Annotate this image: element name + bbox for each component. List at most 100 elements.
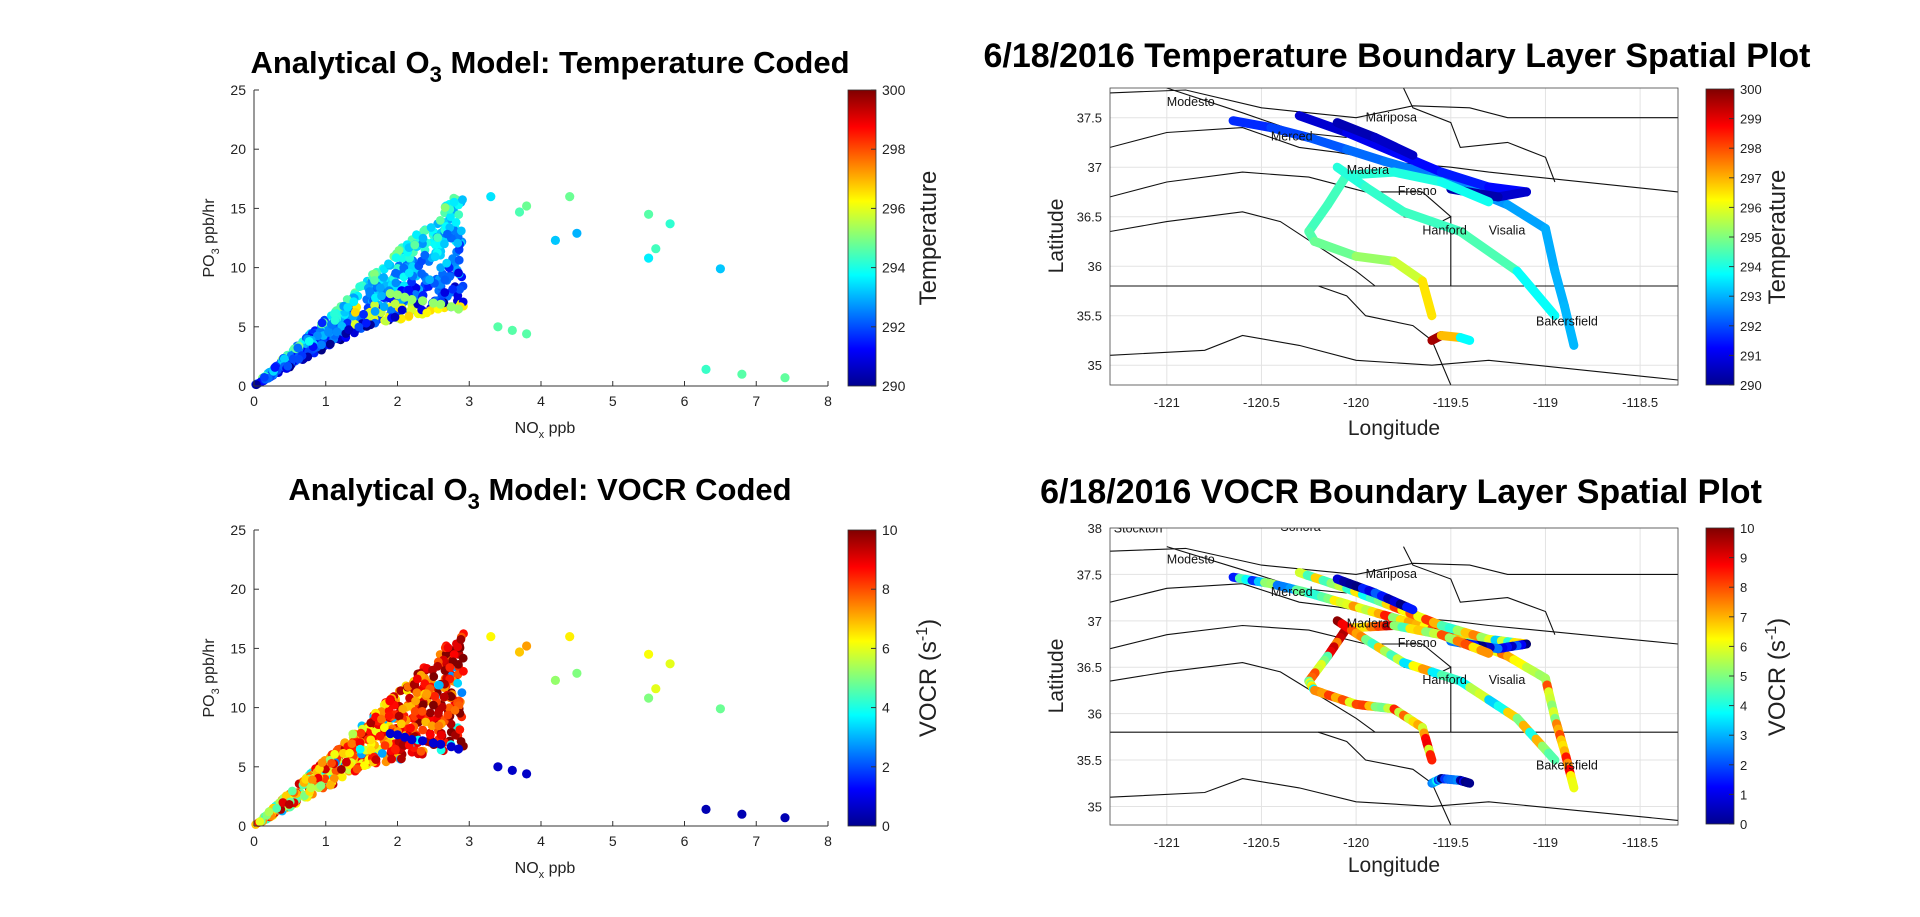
- scatter-point: [365, 287, 374, 296]
- scatter-point: [407, 295, 417, 305]
- y-tick-label: 20: [230, 581, 246, 597]
- flight-track-segment: [1351, 251, 1399, 266]
- scatter-point: [287, 786, 297, 796]
- scatter-point: [450, 705, 460, 715]
- flight-track-segment: [1417, 276, 1437, 321]
- x-tick-label: 3: [465, 833, 473, 849]
- scatter-point: [324, 326, 333, 336]
- map-vocr-colorbar-label: VOCR (s-1): [1763, 618, 1791, 736]
- county-border: [1110, 89, 1678, 119]
- scatter-temp-colorbar: [847, 89, 877, 387]
- scatter-point: [325, 339, 335, 349]
- scatter-point: [436, 299, 446, 309]
- colorbar-tick-label: 4: [1740, 699, 1747, 714]
- scatter-point: [416, 746, 426, 756]
- scatter-point: [359, 309, 368, 319]
- colorbar-tick-label: 4: [882, 700, 890, 716]
- map-vocr-xlabel: Longitude: [1348, 854, 1440, 877]
- map-vocr-flight-track: [1228, 568, 1579, 793]
- scatter-point: [737, 809, 747, 819]
- scatter-point: [293, 343, 303, 353]
- scatter-point: [385, 289, 395, 299]
- scatter-point: [304, 337, 314, 346]
- scatter-point: [665, 219, 675, 229]
- flight-track-segment: [1342, 144, 1389, 166]
- colorbar-tick-label: 291: [1740, 348, 1762, 363]
- flight-track-segment: [1389, 167, 1446, 187]
- scatter-point: [417, 269, 427, 279]
- scatter-point: [780, 813, 790, 823]
- scatter-point: [443, 710, 453, 720]
- scatter-point: [644, 693, 654, 703]
- scatter-point: [442, 258, 452, 268]
- scatter-point: [446, 212, 455, 222]
- scatter-point: [306, 783, 316, 793]
- scatter-vocr-colorbar-ticks: 0 2 4 6 8 10: [871, 522, 898, 834]
- city-label: Mariposa: [1366, 567, 1417, 581]
- scatter-point: [279, 354, 289, 364]
- colorbar-tick-label: 299: [1740, 112, 1762, 127]
- county-border: [1110, 334, 1678, 381]
- flight-track-segment: [1266, 123, 1314, 142]
- scatter-point: [390, 744, 400, 754]
- scatter-point: [327, 758, 336, 768]
- scatter-point: [375, 283, 385, 293]
- scatter-point: [317, 318, 327, 328]
- colorbar-tick-label: 0: [1740, 817, 1747, 832]
- scatter-point: [391, 268, 400, 278]
- scatter-point: [396, 686, 406, 695]
- scatter-point: [411, 696, 420, 706]
- scatter-point: [439, 692, 449, 702]
- flight-track-segment: [1399, 207, 1465, 236]
- scatter-point: [514, 647, 525, 657]
- flight-track-segment: [1294, 111, 1352, 137]
- scatter-point: [434, 721, 444, 731]
- y-tick-label: 37.5: [1077, 567, 1102, 582]
- y-tick-label: 15: [230, 200, 246, 216]
- colorbar-tick-label: 8: [882, 581, 890, 597]
- scatter-point: [283, 361, 293, 371]
- flight-track-segment: [1323, 170, 1352, 210]
- scatter-point: [486, 632, 496, 642]
- scatter-vocr-panel: Analytical O3 Model: VOCR Coded 0 1 2 3 4 5 6 7…: [201, 472, 942, 881]
- scatter-point: [366, 735, 376, 745]
- scatter-point: [380, 723, 389, 732]
- scatter-point: [453, 678, 463, 688]
- scatter-point: [427, 721, 437, 731]
- map-temp-flight-track: [1228, 111, 1579, 350]
- county-border: [1110, 583, 1678, 645]
- scatter-point: [338, 748, 348, 758]
- flight-track-segment: [1493, 187, 1531, 202]
- colorbar-tick-label: 300: [1740, 82, 1762, 97]
- y-tick-label: 36: [1088, 259, 1102, 274]
- scatter-point: [651, 684, 661, 694]
- scatter-point: [419, 226, 429, 236]
- scatter-point: [737, 369, 747, 379]
- scatter-point: [426, 730, 435, 740]
- county-border: [1110, 211, 1376, 287]
- scatter-point: [337, 772, 347, 782]
- scatter-point: [366, 718, 376, 728]
- scatter-point: [412, 230, 421, 240]
- scatter-point: [379, 302, 389, 312]
- scatter-point: [406, 723, 415, 733]
- colorbar-tick-label: 293: [1740, 289, 1762, 304]
- city-label: Visalia: [1489, 673, 1526, 687]
- city-label: Fresno: [1398, 636, 1437, 650]
- scatter-point: [433, 661, 442, 671]
- scatter-point: [412, 674, 422, 684]
- colorbar-tick-label: 295: [1740, 230, 1762, 245]
- scatter-point: [396, 719, 406, 729]
- scatter-point: [422, 689, 432, 699]
- y-tick-label: 10: [230, 700, 246, 716]
- scatter-point: [361, 318, 371, 328]
- scatter-point: [446, 302, 456, 312]
- colorbar-tick-label: 298: [882, 141, 906, 157]
- scatter-point: [387, 306, 396, 315]
- colorbar-tick-label: 294: [882, 260, 906, 276]
- scatter-point: [379, 273, 388, 282]
- city-label: Hanford: [1422, 673, 1467, 687]
- scatter-vocr-axes: 0 1 2 3 4 5 6 7 8 0 5 10 15 20 25: [230, 522, 832, 849]
- scatter-point: [446, 742, 456, 752]
- scatter-point: [665, 659, 675, 669]
